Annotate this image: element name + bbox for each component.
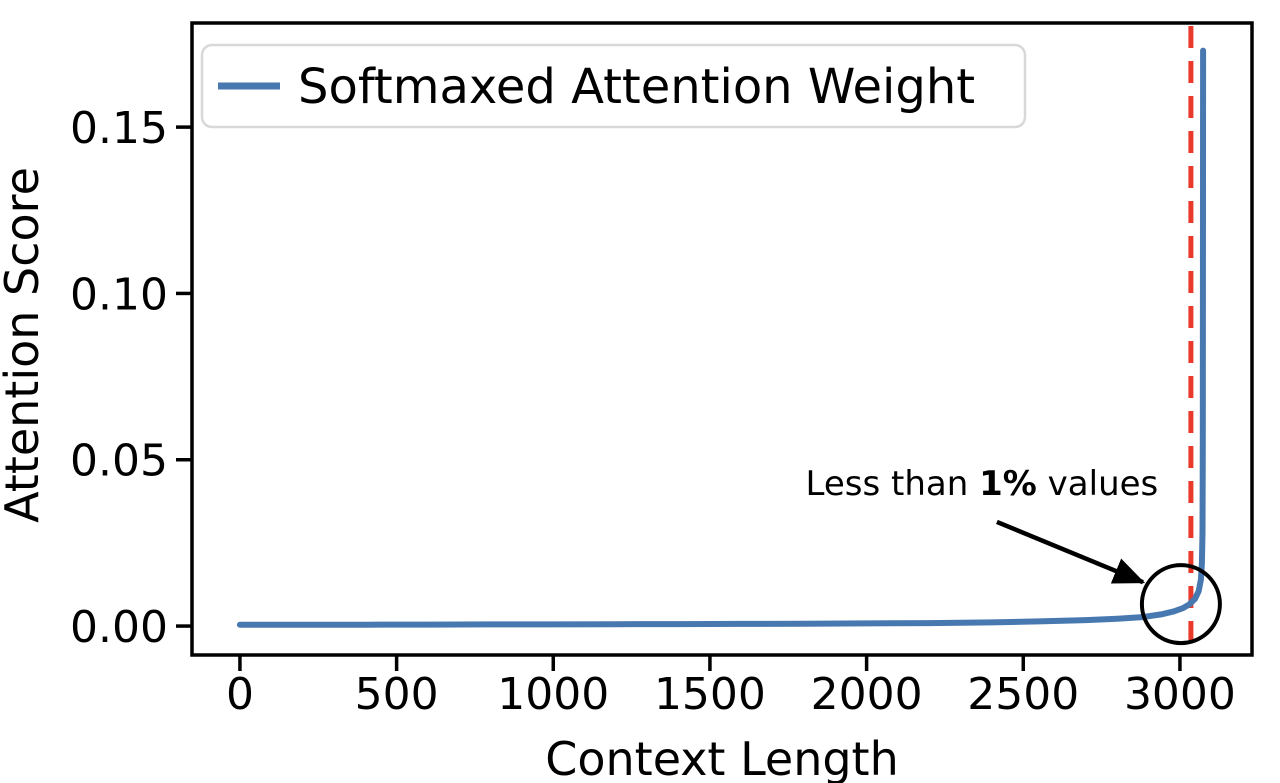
x-axis-label: Context Length	[545, 732, 899, 783]
plot-area-frame	[190, 21, 1254, 657]
x-tick-label: 1500	[654, 669, 766, 720]
annotation-text-prefix: Less than	[806, 464, 980, 504]
y-tick-label: 0.15	[70, 103, 168, 154]
x-tick-label: 500	[355, 669, 439, 720]
attention-weight-curve	[236, 47, 1207, 628]
annotation-text: Less than 1% values	[806, 464, 1159, 504]
y-tick-label: 0.10	[70, 269, 168, 320]
legend-label: Softmaxed Attention Weight	[298, 59, 975, 115]
x-tick-label: 0	[226, 669, 254, 720]
x-tick-label: 2500	[967, 669, 1079, 720]
annotation-text-suffix: values	[1037, 464, 1158, 504]
y-tick-label: 0.00	[70, 602, 168, 653]
x-tick-label: 1000	[497, 669, 609, 720]
legend-box	[200, 43, 1027, 129]
annotation-text-bold: 1%	[979, 464, 1037, 504]
legend: Softmaxed Attention Weight	[200, 43, 1027, 129]
annotation-arrow	[996, 519, 1146, 585]
x-axis-ticks: 0 500 1000 1500 2000 2500 3000	[226, 655, 1236, 720]
y-tick-label: 0.05	[70, 436, 168, 487]
elbow-circle-annotation	[1139, 563, 1222, 646]
y-axis-ticks: 0.00 0.05 0.10 0.15	[70, 103, 192, 653]
x-tick-label: 2000	[811, 669, 923, 720]
x-tick-label: 3000	[1124, 669, 1236, 720]
y-axis-label: Attention Score	[0, 167, 49, 523]
